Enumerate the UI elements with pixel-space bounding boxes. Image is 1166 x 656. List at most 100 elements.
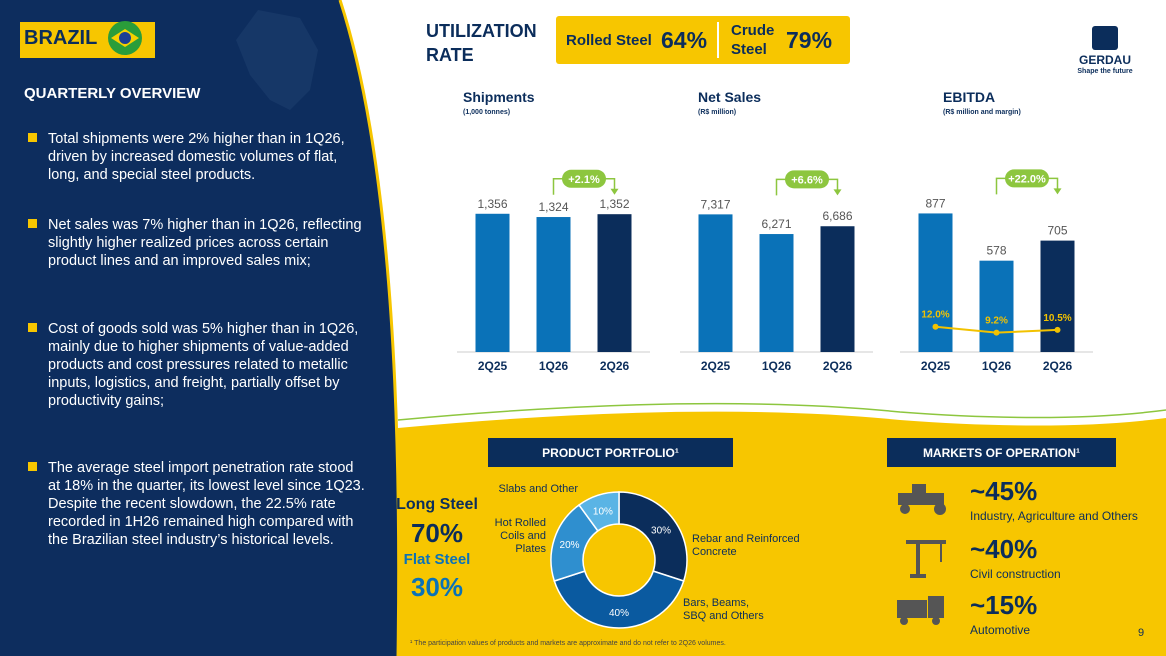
flag-globe (119, 32, 131, 44)
utilization-title: UTILIZATION RATE (426, 21, 537, 65)
utilization-box (556, 16, 850, 64)
bar (698, 214, 733, 352)
icon-tractor (898, 484, 946, 515)
bar-value-label: 1,352 (599, 197, 629, 211)
bar-value-label: 6,686 (822, 209, 852, 223)
slice-category: Rebar and Reinforced Concrete (692, 533, 800, 558)
x-tick-label: 2Q26 (1043, 359, 1073, 373)
bar-value-label: 1,324 (538, 200, 568, 214)
margin-point (932, 323, 939, 330)
bar-value-label: 578 (986, 244, 1006, 258)
bullet: The average steel import penetration rat… (48, 460, 365, 548)
margin-point (993, 329, 1000, 336)
x-tick-label: 2Q25 (478, 359, 508, 373)
bar (597, 214, 632, 352)
util-value: 79% (786, 27, 833, 53)
bar (979, 260, 1014, 352)
slice-category: Slabs and Other (498, 483, 579, 495)
icon-truck (897, 596, 944, 625)
chart-subtitle: (1,000 tonnes) (463, 109, 510, 116)
pie-slice (553, 570, 685, 629)
footnote: ¹ The participation values of products a… (410, 640, 726, 647)
bar (475, 213, 510, 352)
market-label: Industry, Agriculture and Others (970, 509, 1138, 523)
page-number: 9 (1138, 627, 1145, 639)
bar-value-label: 877 (925, 196, 945, 210)
slice-label: 30% (651, 525, 671, 536)
mix-label: Long Steel (396, 496, 478, 513)
market-value: ~15% (970, 590, 1038, 620)
slice-category: Bars, Beams, SBQ and Others (683, 597, 764, 622)
slice-label: 40% (609, 608, 629, 619)
logo-mark (1092, 26, 1118, 50)
bar (536, 217, 571, 352)
annotation-pill (562, 169, 606, 188)
bullet-mark (28, 219, 37, 228)
market-label: Automotive (970, 623, 1031, 637)
country: BRAZIL (24, 27, 98, 49)
bullet-mark (28, 462, 37, 471)
annotation-arrow (833, 189, 842, 196)
portfolio-box (488, 438, 733, 467)
bar (1040, 240, 1075, 352)
mix-label: Flat Steel (403, 551, 471, 568)
bar (759, 234, 794, 352)
market-value: ~40% (970, 534, 1038, 564)
annotation-arrow (1053, 188, 1062, 195)
slice-category: Hot Rolled Coils and Plates (494, 517, 546, 555)
slice-label: 10% (593, 507, 613, 518)
margin-label: 10.5% (1043, 313, 1071, 324)
slice-label: 20% (560, 540, 580, 551)
annotation: +2.1% (568, 174, 600, 186)
mix-value: 70% (410, 518, 464, 548)
x-tick-label: 2Q26 (600, 359, 630, 373)
x-tick-label: 2Q25 (921, 359, 951, 373)
annotation-pill (785, 170, 829, 189)
bar-value-label: 6,271 (761, 217, 791, 231)
bullet: Total shipments were 2% higher than in 1… (48, 131, 345, 183)
section-title: QUARTERLY OVERVIEW (24, 85, 201, 102)
x-tick-label: 1Q26 (539, 359, 569, 373)
map-shape (236, 10, 318, 110)
x-tick-label: 2Q25 (701, 359, 731, 373)
bullet: Cost of goods sold was 5% higher than in… (48, 321, 359, 409)
margin-label: 9.2% (985, 316, 1008, 327)
chart-subtitle: (R$ million) (698, 109, 736, 116)
mix-value: 30% (410, 572, 464, 602)
chart-subtitle: (R$ million and margin) (943, 109, 1021, 116)
bar (918, 213, 953, 352)
bar-value-label: 1,356 (477, 197, 507, 211)
bullet-mark (28, 133, 37, 142)
pie-slice (577, 491, 620, 532)
bar-value-label: 7,317 (700, 197, 730, 211)
annotation-pill (1005, 169, 1049, 188)
markets-title: MARKETS OF OPERATION¹ (922, 446, 1081, 460)
util-label: Crude Steel (731, 22, 775, 58)
x-tick-label: 2Q26 (823, 359, 853, 373)
bullet: Net sales was 7% higher than in 1Q26, re… (48, 217, 362, 269)
margin-point (1054, 326, 1061, 333)
bullet-mark (28, 323, 37, 332)
logo-name: GERDAU (1078, 53, 1131, 67)
annotation: +22.0% (1008, 173, 1046, 185)
chart-title: Shipments (463, 89, 535, 105)
markets-box (887, 438, 1116, 467)
market-label: Civil construction (970, 567, 1061, 581)
util-value: 64% (661, 27, 708, 53)
chart-title: Net Sales (698, 89, 761, 105)
util-label: Rolled Steel (566, 32, 652, 49)
bar (820, 226, 855, 352)
portfolio-title: PRODUCT PORTFOLIO¹ (542, 446, 679, 460)
bar-value-label: 705 (1047, 224, 1067, 238)
market-value: ~45% (970, 476, 1038, 506)
annotation: +6.6% (791, 174, 823, 186)
margin-label: 12.0% (921, 310, 949, 321)
pie-slice (618, 491, 688, 582)
icon-crane (906, 540, 946, 578)
annotation-arrow (610, 188, 619, 195)
x-tick-label: 1Q26 (762, 359, 792, 373)
wave-line (397, 402, 1166, 421)
left-panel (0, 0, 399, 656)
